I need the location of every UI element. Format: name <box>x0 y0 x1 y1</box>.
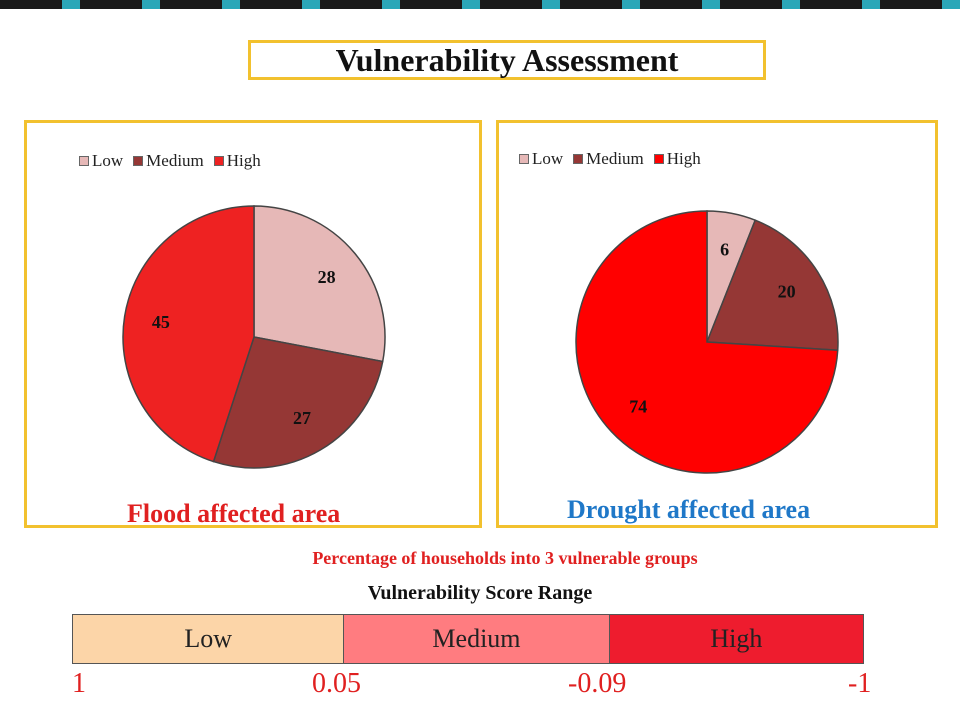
drought-legend-item-high: High <box>653 149 701 169</box>
score-tick-1: 1 <box>72 668 86 699</box>
flood-data-label-medium: 27 <box>293 408 311 428</box>
flood-data-label-low: 28 <box>318 267 336 287</box>
flood-data-label-high: 45 <box>152 312 170 332</box>
top-band-segment <box>0 0 62 9</box>
flood-chart-title: Flood affected area <box>127 499 341 528</box>
top-band-segment <box>62 0 80 9</box>
score-range-bar: Low Medium High <box>72 614 864 664</box>
drought-legend-swatch-high <box>653 154 664 164</box>
drought-legend: Low Medium High <box>519 149 711 169</box>
page-title: Vulnerability Assessment <box>335 41 679 78</box>
drought-legend-label-medium: Medium <box>586 149 644 168</box>
top-band-segment <box>382 0 400 9</box>
top-band-segment <box>720 0 782 9</box>
top-band-segment <box>942 0 960 9</box>
flood-legend-swatch-low <box>79 156 89 166</box>
drought-data-label-high: 74 <box>629 397 647 417</box>
drought-legend-label-low: Low <box>532 149 564 168</box>
top-band-segment <box>702 0 720 9</box>
top-band-segment <box>400 0 462 9</box>
top-band-segment <box>622 0 640 9</box>
flood-legend: Low Medium High <box>79 151 271 171</box>
top-band-segment <box>240 0 302 9</box>
flood-legend-item-medium: Medium <box>133 151 204 171</box>
drought-legend-item-low: Low <box>519 149 563 169</box>
flood-legend-label-low: Low <box>92 151 124 170</box>
drought-legend-swatch-low <box>519 154 529 164</box>
top-band-segment <box>480 0 542 9</box>
flood-slice-medium <box>212 336 384 469</box>
drought-data-label-medium: 20 <box>778 281 796 301</box>
score-band-low: Low <box>73 615 345 663</box>
flood-legend-label-high: High <box>226 151 261 170</box>
drought-data-label-low: 6 <box>720 239 729 259</box>
score-range-title: Vulnerability Score Range <box>367 582 593 604</box>
drought-legend-label-high: High <box>666 149 701 168</box>
flood-chart-panel: Low Medium High 28 27 45 Flood affected ar… <box>24 120 482 528</box>
score-tick-2: 0.05 <box>312 668 361 699</box>
top-band-segment <box>160 0 222 9</box>
score-tick-4: -1 <box>848 668 872 699</box>
top-band-segment <box>560 0 622 9</box>
flood-legend-label-medium: Medium <box>146 151 204 170</box>
flood-slice-high <box>122 205 255 463</box>
top-band-segment <box>302 0 320 9</box>
score-tick-3: -0.09 <box>568 668 627 699</box>
top-band-segment <box>800 0 862 9</box>
drought-legend-swatch-medium <box>573 154 584 164</box>
top-decorative-band <box>0 0 960 9</box>
score-band-medium: Medium <box>344 615 610 663</box>
title-box: Vulnerability Assessment <box>248 40 766 80</box>
flood-legend-item-high: High <box>213 151 261 171</box>
drought-slice-medium <box>705 219 839 352</box>
flood-legend-swatch-high <box>213 156 224 166</box>
top-band-segment <box>640 0 702 9</box>
drought-slice-high <box>575 210 839 474</box>
chart-caption: Percentage of households into 3 vulnerab… <box>312 548 698 568</box>
top-band-segment <box>782 0 800 9</box>
flood-slice-low <box>253 205 386 363</box>
top-band-segment <box>320 0 382 9</box>
top-band-segment <box>542 0 560 9</box>
flood-pie-chart: 28 27 45 <box>122 205 386 469</box>
drought-chart-title: Drought affected area <box>567 495 811 524</box>
top-band-segment <box>222 0 240 9</box>
top-band-segment <box>880 0 942 9</box>
top-band-segment <box>80 0 142 9</box>
drought-chart-panel: Low Medium High 6 20 74 Drought affected a… <box>496 120 938 528</box>
top-band-segment <box>862 0 880 9</box>
flood-legend-swatch-medium <box>133 156 144 166</box>
score-band-high: High <box>609 615 863 663</box>
flood-legend-item-low: Low <box>79 151 123 171</box>
drought-pie-chart: 6 20 74 <box>575 210 839 474</box>
drought-legend-item-medium: Medium <box>573 149 644 169</box>
top-band-segment <box>142 0 160 9</box>
top-band-segment <box>462 0 480 9</box>
